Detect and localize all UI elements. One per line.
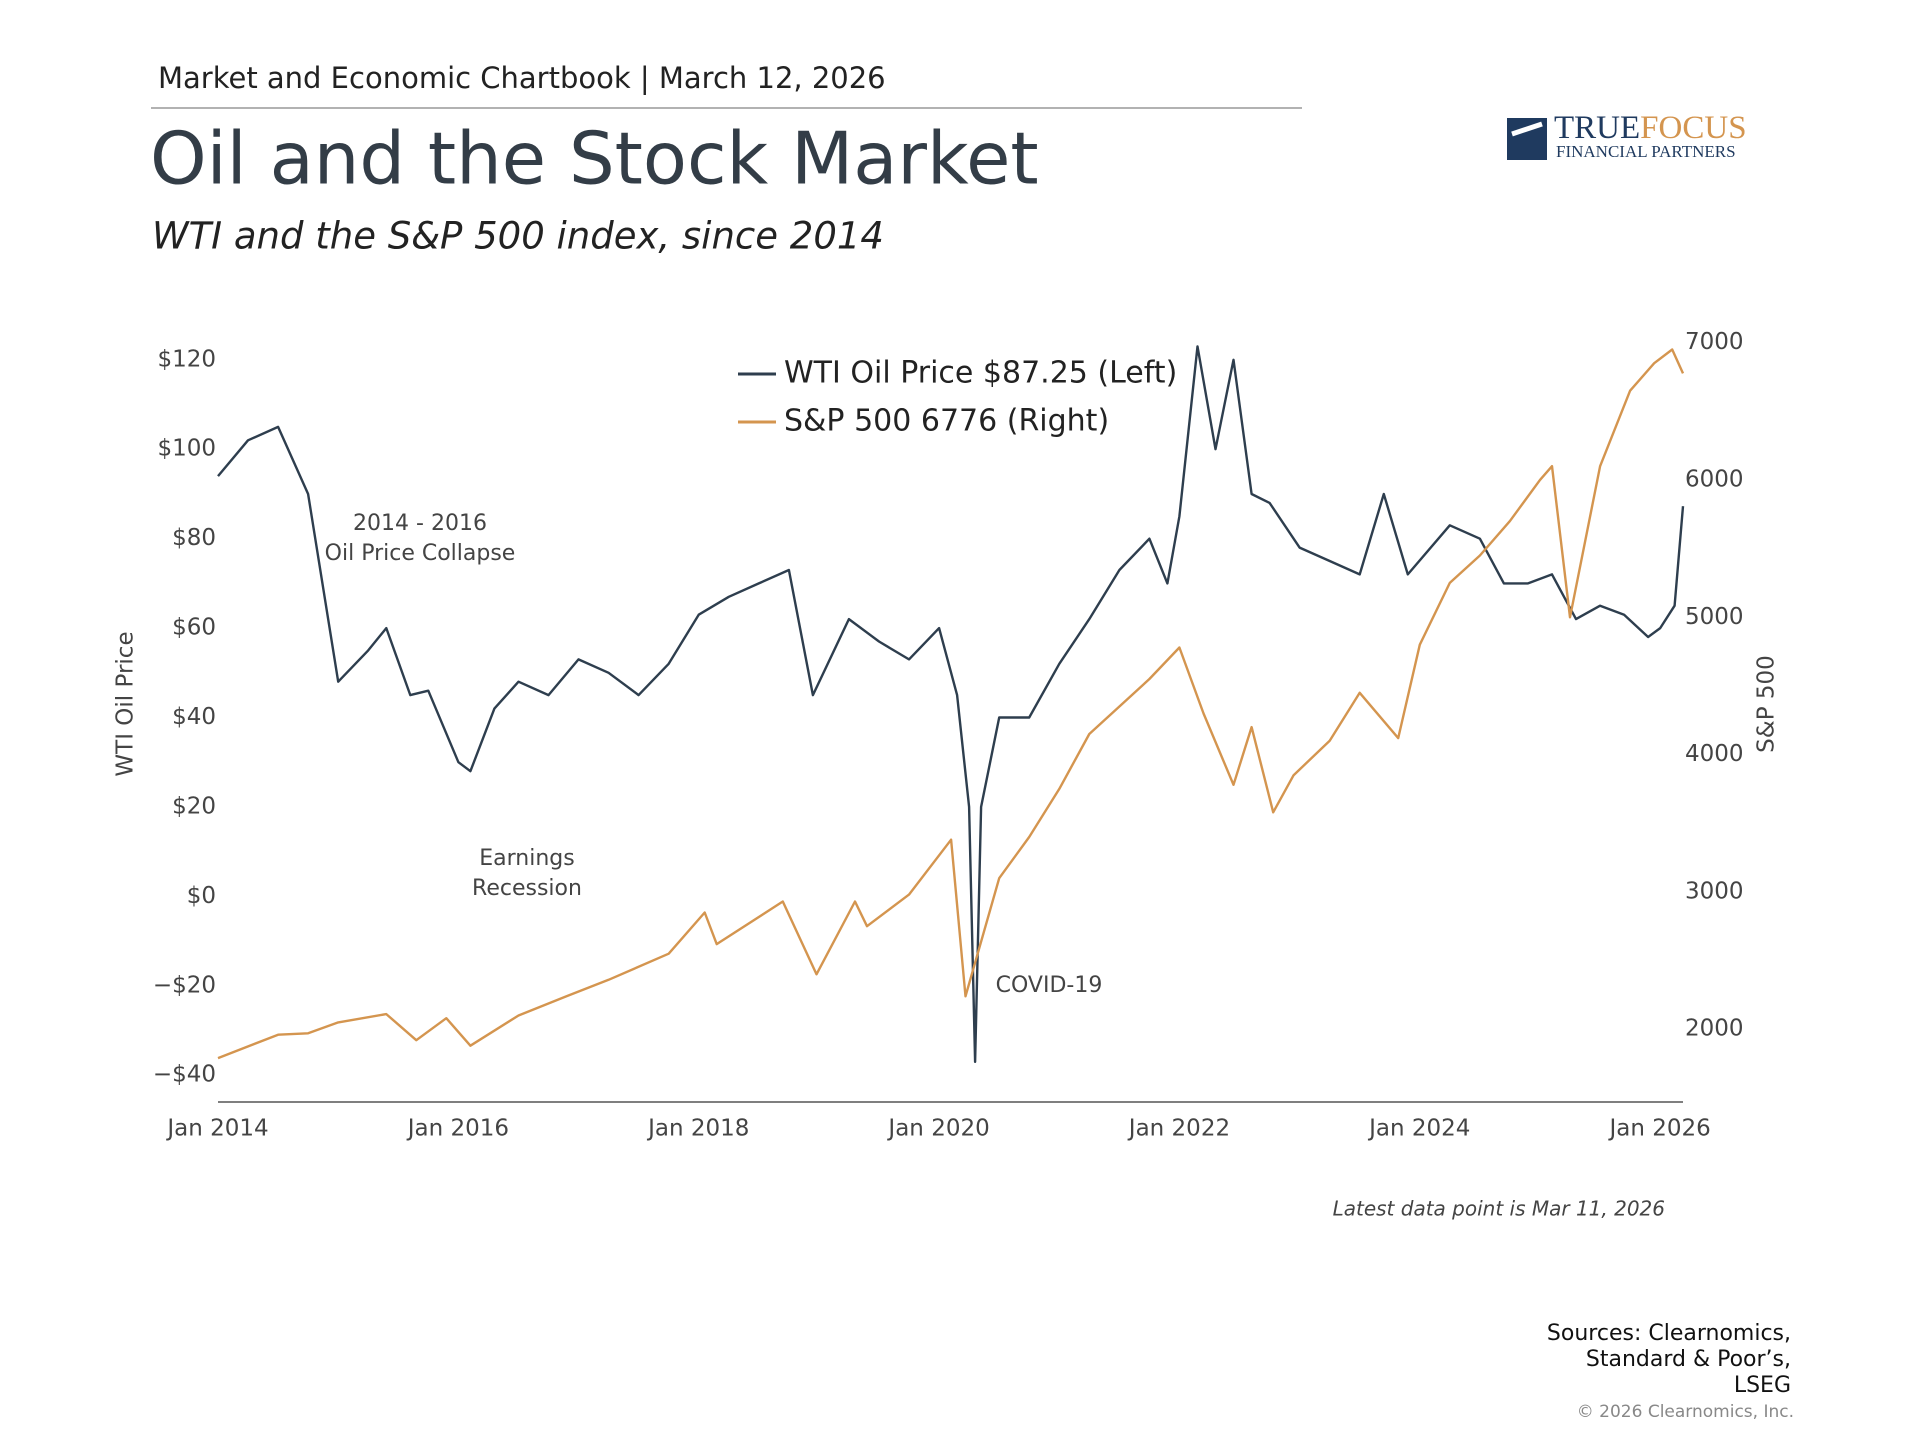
x-tick-label: Jan 2022: [1127, 1116, 1230, 1142]
x-tick-label: Jan 2024: [1367, 1116, 1470, 1142]
annotation: COVID-19: [996, 973, 1103, 998]
y2-tick-label: 4000: [1685, 741, 1744, 767]
logo-name: TRUEFOCUS: [1554, 110, 1747, 146]
header: Market and Economic Chartbook | March 12…: [158, 61, 886, 95]
series-line: [217, 348, 1685, 1060]
x-tick-label: Jan 2020: [886, 1116, 989, 1142]
source-line: Sources: Clearnomics,: [1547, 1321, 1791, 1346]
annotation: Recession: [472, 876, 582, 901]
copyright: © 2026 Clearnomics, Inc.: [1577, 1402, 1794, 1422]
y-tick-label: −$40: [153, 1062, 216, 1088]
y-tick-label: $120: [157, 346, 216, 372]
x-tick-label: Jan 2018: [646, 1116, 749, 1142]
y-tick-label: $40: [172, 704, 216, 730]
logo-tagline: FINANCIAL PARTNERS: [1556, 142, 1736, 161]
x-tick-label: Jan 2026: [1608, 1116, 1711, 1142]
y2-axis-label: S&P 500: [1754, 655, 1780, 753]
annotation: 2014 - 2016: [353, 511, 487, 536]
chart-title: Oil and the Stock Market: [150, 117, 1039, 201]
series-line: [217, 345, 1685, 1063]
annotation: Oil Price Collapse: [325, 541, 516, 566]
y-tick-label: $100: [157, 436, 216, 462]
y-tick-label: $80: [172, 525, 216, 551]
legend-label: WTI Oil Price $87.25 (Left): [784, 356, 1177, 391]
source-line: Standard & Poor’s,: [1586, 1347, 1791, 1372]
logo: TRUEFOCUS FINANCIAL PARTNERS: [1507, 110, 1747, 161]
annotation: Earnings: [479, 846, 574, 871]
logo-true: TRUE: [1554, 110, 1640, 146]
y2-tick-label: 3000: [1685, 878, 1744, 904]
x-tick-label: Jan 2016: [406, 1116, 509, 1142]
note: Latest data point is Mar 11, 2026: [1333, 1197, 1665, 1221]
y2-tick-label: 2000: [1685, 1016, 1744, 1042]
y-tick-label: $20: [172, 793, 216, 819]
legend-label: S&P 500 6776 (Right): [784, 404, 1109, 439]
source-line: LSEG: [1734, 1373, 1791, 1398]
y2-tick-label: 7000: [1685, 329, 1744, 355]
logo-focus: FOCUS: [1640, 110, 1746, 146]
logo-telescope: [1511, 121, 1543, 137]
y-tick-label: −$20: [153, 972, 216, 998]
y-tick-label: $60: [172, 615, 216, 641]
x-tick-label: Jan 2014: [165, 1116, 268, 1142]
chart-subtitle: WTI and the S&P 500 index, since 2014: [152, 215, 884, 258]
y2-tick-label: 6000: [1685, 466, 1744, 492]
y2-tick-label: 5000: [1685, 604, 1744, 630]
y-tick-label: $0: [187, 883, 216, 909]
y-axis-label: WTI Oil Price: [113, 631, 139, 776]
